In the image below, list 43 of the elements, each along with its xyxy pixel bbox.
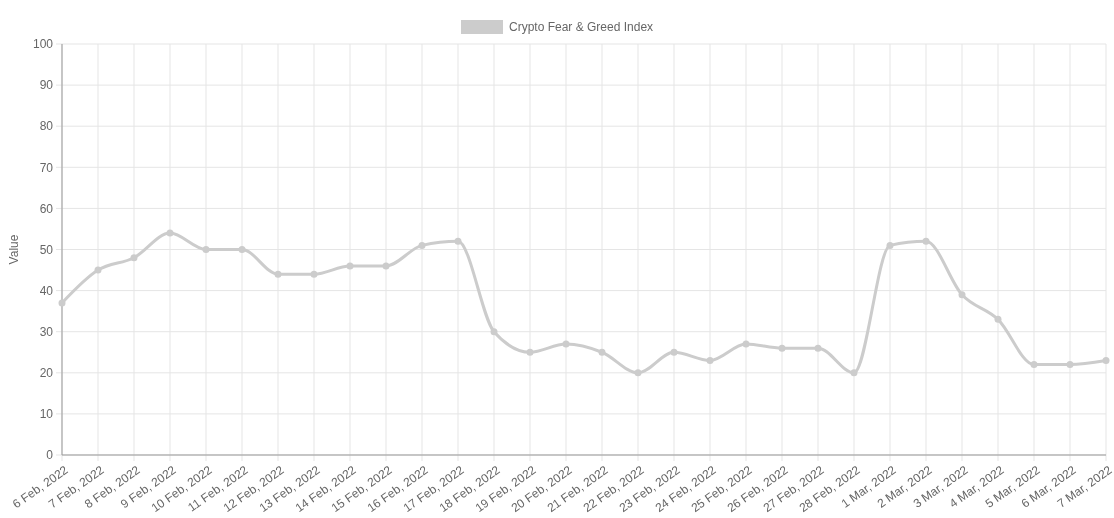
- y-tick-label: 30: [39, 324, 54, 339]
- point: [814, 344, 822, 352]
- point: [454, 237, 462, 245]
- point: [1030, 361, 1038, 369]
- point: [598, 348, 606, 356]
- point: [706, 356, 714, 364]
- y-tick-label: 100: [32, 37, 54, 52]
- point: [310, 270, 318, 278]
- point: [58, 299, 66, 307]
- point: [418, 241, 426, 249]
- legend-label: Crypto Fear & Greed Index: [509, 20, 654, 35]
- point: [130, 254, 138, 262]
- y-tick-label: 10: [39, 407, 54, 422]
- point: [382, 262, 390, 270]
- y-tick-label: 50: [39, 242, 54, 257]
- point: [922, 237, 930, 245]
- point: [778, 344, 786, 352]
- point: [994, 315, 1002, 323]
- point: [526, 348, 534, 356]
- point: [742, 340, 750, 348]
- y-axis-title: Value: [7, 234, 21, 265]
- point: [562, 340, 570, 348]
- point: [886, 241, 894, 249]
- point: [94, 266, 102, 274]
- point: [634, 369, 642, 377]
- y-tick-label: 90: [39, 78, 54, 93]
- point: [202, 246, 210, 253]
- y-tick-label: 40: [39, 283, 54, 298]
- point: [238, 246, 246, 253]
- point: [1066, 361, 1074, 369]
- point: [670, 348, 678, 356]
- y-tick-label: 80: [39, 119, 54, 134]
- point: [166, 229, 174, 237]
- point: [958, 291, 966, 299]
- y-tick-label: 60: [39, 201, 54, 216]
- point: [490, 328, 498, 336]
- point: [1102, 356, 1110, 364]
- point: [346, 262, 354, 270]
- point: [274, 270, 282, 278]
- y-tick-label: 70: [39, 160, 54, 175]
- y-tick-label: 0: [46, 448, 54, 463]
- point: [850, 369, 858, 377]
- y-tick-label: 20: [39, 366, 54, 380]
